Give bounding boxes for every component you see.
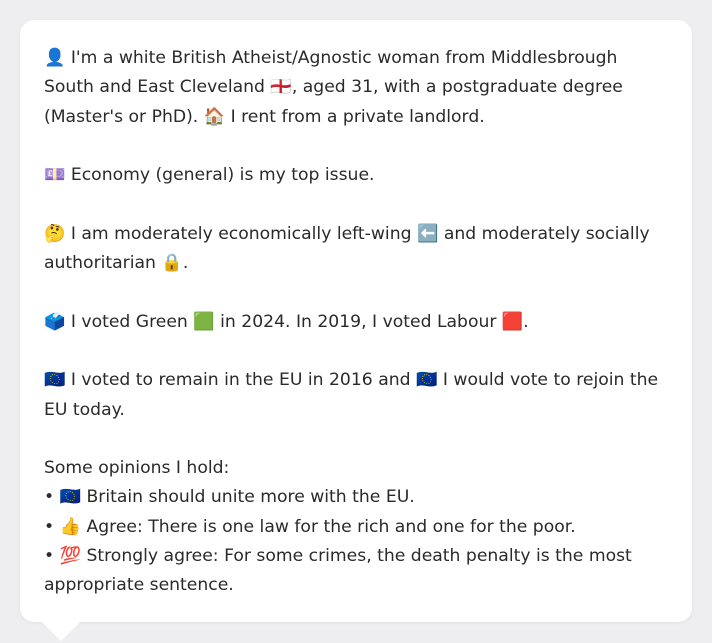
opinion-item: • 💯 Strongly agree: For some crimes, the… — [44, 546, 632, 596]
opinions-heading: Some opinions I hold: — [44, 458, 230, 479]
paragraph-spacer — [44, 190, 664, 219]
paragraph-spacer — [44, 425, 664, 454]
persona-description: 👤 I'm a white British Atheist/Agnostic w… — [44, 44, 664, 601]
ideology-paragraph: 🤔 I am moderately economically left-wing… — [44, 223, 650, 274]
top-issue-paragraph: 💷 Economy (general) is my top issue. — [44, 165, 375, 186]
eu-paragraph: 🇪🇺 I voted to remain in the EU in 2016 a… — [44, 370, 659, 420]
persona-message-bubble: 👤 I'm a white British Atheist/Agnostic w… — [20, 20, 692, 622]
voting-history-paragraph: 🗳️ I voted Green 🟩 in 2024. In 2019, I v… — [44, 311, 529, 332]
paragraph-spacer — [44, 278, 664, 307]
paragraph-spacer — [44, 132, 664, 161]
demographics-paragraph: 👤 I'm a white British Atheist/Agnostic w… — [44, 48, 623, 127]
paragraph-spacer — [44, 337, 664, 366]
bubble-tail — [41, 621, 81, 641]
opinion-item: • 🇪🇺 Britain should unite more with the … — [44, 487, 415, 508]
opinion-item: • 👍 Agree: There is one law for the rich… — [44, 516, 576, 537]
